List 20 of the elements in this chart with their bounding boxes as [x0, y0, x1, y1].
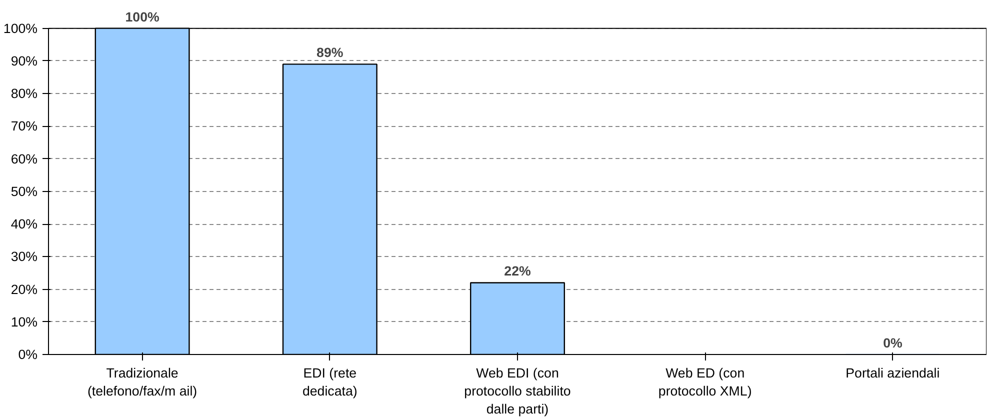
x-tick-label: EDI (rete dedicata) — [302, 366, 358, 398]
x-tick-label: Tradizionale (telefono/fax/m ail) — [87, 366, 198, 398]
y-tick-label: 20% — [10, 282, 38, 297]
x-tick-label: Web ED (con protocollo XML) — [658, 366, 752, 398]
data-label: 100% — [125, 9, 160, 24]
data-label: 89% — [316, 45, 344, 60]
y-tick-label: 70% — [10, 118, 38, 134]
y-tick-label: 50% — [10, 184, 38, 199]
y-tick-label: 60% — [10, 151, 38, 166]
y-tick-label: 80% — [10, 86, 38, 102]
data-label: 22% — [504, 264, 531, 279]
y-tick-label: 0% — [18, 347, 38, 362]
y-tick-label: 30% — [10, 249, 38, 264]
y-tick-label: 10% — [10, 314, 38, 330]
y-tick-label: 100% — [3, 20, 38, 36]
y-tick-label: 40% — [10, 216, 38, 232]
x-tick-label: Portali aziendali — [846, 366, 940, 380]
y-tick-label: 90% — [10, 53, 38, 68]
data-label: 0% — [883, 336, 902, 350]
x-tick-label: Web EDI (con protocollo stabilito dalle parti) — [464, 366, 571, 416]
